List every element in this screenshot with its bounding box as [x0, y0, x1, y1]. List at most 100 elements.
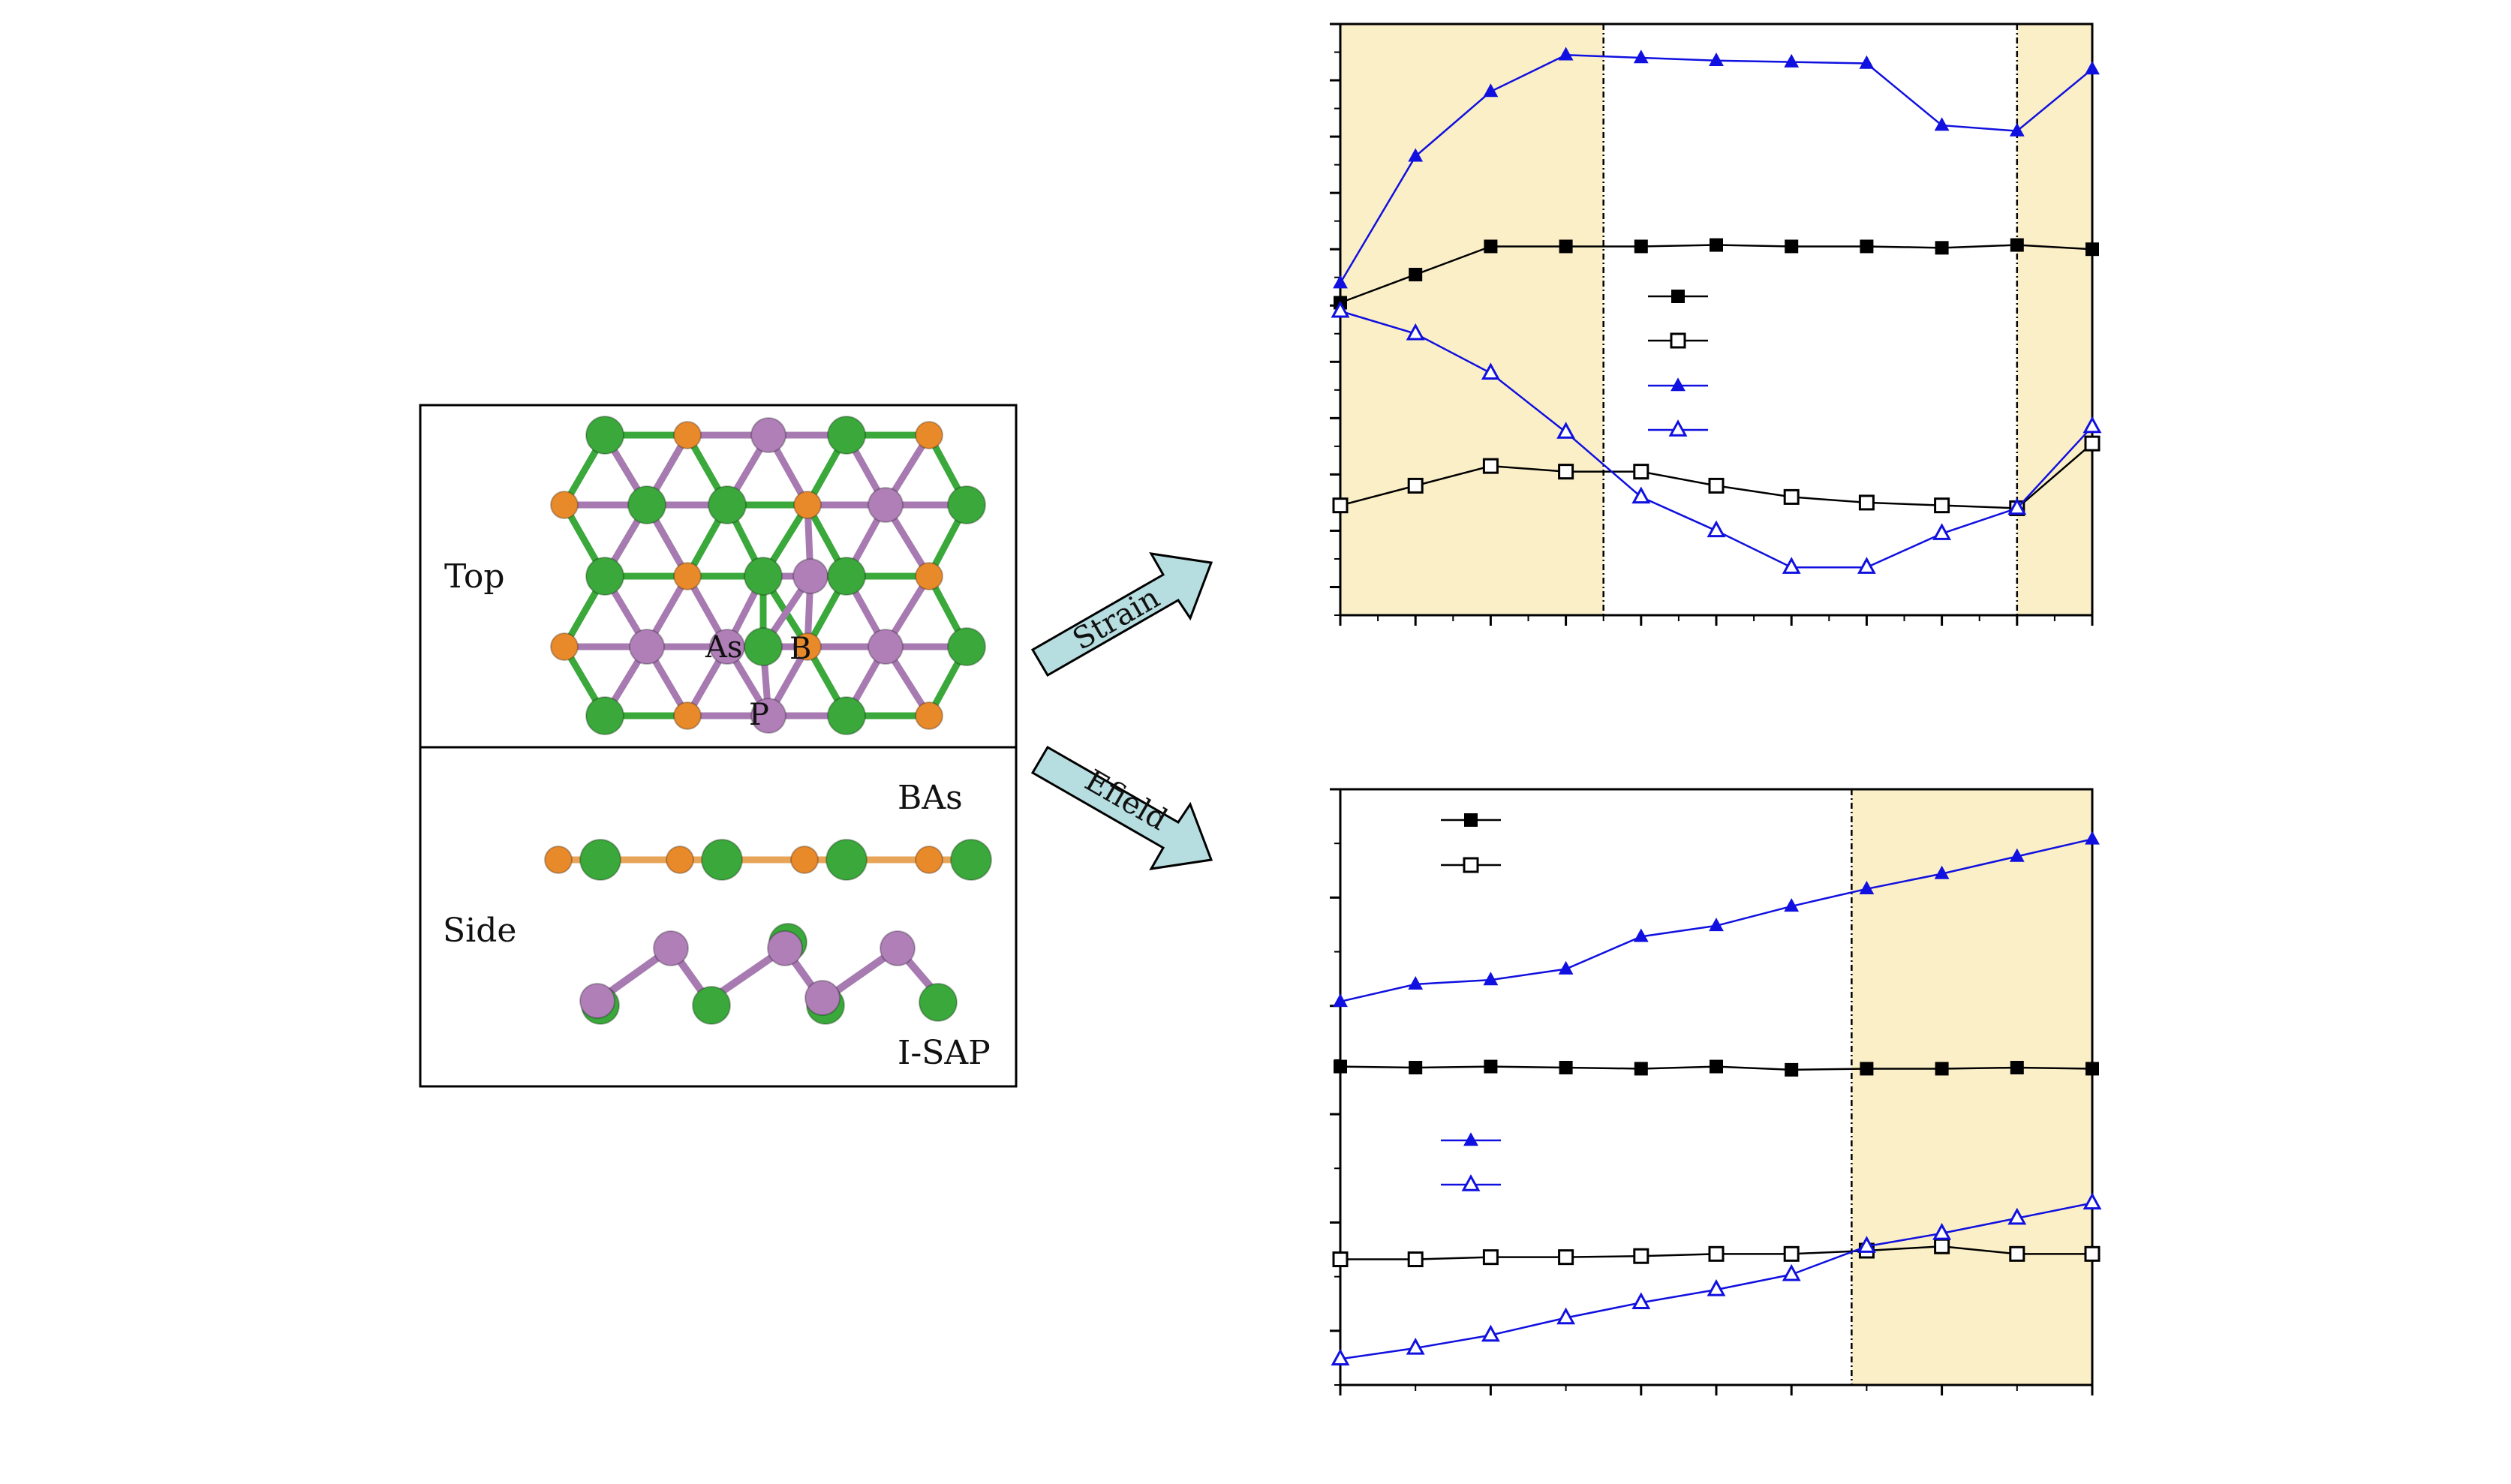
data-point	[1860, 1062, 1874, 1076]
data-point	[1857, 557, 1876, 574]
data-point	[1934, 1238, 1950, 1254]
side-view-bas-layer	[544, 839, 992, 881]
arsenic-atom	[827, 696, 866, 735]
series-vbm-i-asp	[1331, 1192, 2102, 1366]
strain-arrow-label: Strain	[1067, 581, 1165, 657]
data-point	[1934, 865, 1950, 879]
data-point	[1409, 267, 1423, 281]
phosphorus-atom	[750, 417, 786, 453]
boron-atom	[673, 421, 702, 449]
data-point	[1859, 55, 1875, 69]
data-point	[1558, 47, 1574, 61]
data-point	[2082, 1192, 2102, 1210]
data-point	[2009, 122, 2025, 137]
atom-label-p: P	[749, 698, 769, 732]
data-point	[1932, 523, 1952, 540]
boron-atom	[793, 491, 822, 519]
isap-layer-label: I-SAP	[898, 1034, 991, 1072]
series-cbm-i-asp	[1333, 831, 2100, 1008]
legend-marker	[1670, 332, 1686, 349]
boron-atom	[915, 846, 943, 874]
data-point	[1634, 1062, 1648, 1076]
data-point	[1556, 1307, 1576, 1325]
data-point	[1633, 464, 1649, 480]
boron-atom	[915, 562, 943, 590]
phosphorus-atom	[804, 980, 841, 1016]
data-point	[2085, 831, 2100, 845]
data-point	[1785, 1062, 1799, 1077]
data-point	[1559, 239, 1573, 254]
strain-chart	[1330, 23, 2102, 626]
data-point	[1407, 1251, 1424, 1268]
legend-marker	[1461, 1174, 1481, 1191]
data-point	[1707, 1279, 1726, 1296]
boron-atom	[915, 701, 943, 730]
data-point	[2007, 1207, 2027, 1225]
arsenic-atom	[692, 986, 731, 1025]
boron-atom	[544, 846, 573, 874]
phosphorus-atom	[868, 487, 904, 523]
data-point	[1707, 520, 1726, 538]
data-point	[1333, 275, 1348, 289]
region-shade	[1340, 24, 1604, 615]
side-view-label: Side	[443, 912, 516, 950]
efield-arrow: Efield	[1030, 745, 1213, 870]
data-point	[1482, 1249, 1499, 1266]
boron-atom	[550, 491, 579, 519]
data-point	[1785, 239, 1799, 254]
phosphorus-atom	[579, 983, 615, 1019]
data-point	[1784, 53, 1800, 68]
data-point	[1333, 993, 1348, 1008]
atom-label-b: B	[789, 632, 811, 666]
data-point	[1558, 1249, 1574, 1266]
series-vbm-i-asp	[1331, 300, 2102, 574]
data-point	[1558, 464, 1574, 480]
arsenic-atom	[708, 485, 747, 524]
data-point	[2085, 242, 2099, 257]
bas-layer-label: BAs	[898, 779, 963, 817]
data-point	[1935, 1062, 1949, 1076]
arsenic-atom	[585, 557, 624, 596]
data-point	[1710, 238, 1723, 252]
data-point	[1481, 362, 1500, 380]
series-cbm-i-asp	[1333, 47, 2100, 289]
data-point	[1633, 1248, 1649, 1264]
efield-chart	[1330, 788, 2102, 1395]
side-view-isap-layer	[579, 923, 958, 1025]
legend-marker	[1671, 290, 1685, 303]
arsenic-atom	[627, 485, 666, 524]
arsenic-atom	[579, 839, 621, 881]
structure-panel: Top Side As B P BAs I-SAP	[419, 404, 1018, 1088]
data-point	[1859, 881, 1875, 895]
data-point	[1708, 477, 1725, 494]
data-point	[1782, 557, 1801, 574]
region-shade	[1851, 789, 2092, 1385]
top-view-label: Top	[444, 557, 505, 596]
data-point	[1484, 1059, 1498, 1074]
atom-label-as: As	[705, 630, 742, 665]
data-point	[1633, 50, 1649, 64]
boron-atom	[673, 562, 702, 590]
series-vbm-bas	[1332, 435, 2101, 516]
arsenic-atom	[827, 416, 866, 455]
data-point	[2084, 435, 2101, 452]
arsenic-atom	[947, 485, 986, 524]
data-point	[1483, 972, 1499, 986]
data-point	[2007, 497, 2027, 515]
data-point	[1558, 960, 1574, 975]
legend-marker	[1668, 419, 1688, 437]
data-point	[1934, 117, 1950, 131]
data-point	[1708, 1245, 1725, 1262]
series-cbm-bas	[1334, 1059, 2099, 1077]
legend-marker	[1463, 1132, 1478, 1146]
data-point	[1631, 1292, 1651, 1309]
arsenic-atom	[744, 627, 783, 666]
data-point	[1709, 918, 1724, 932]
data-point	[1782, 1263, 1801, 1281]
phosphorus-atom	[750, 698, 786, 734]
arsenic-atom	[947, 627, 986, 666]
data-point	[1556, 422, 1576, 439]
region-shade	[2016, 24, 2092, 615]
boron-atom	[666, 846, 694, 874]
legend-marker	[1464, 813, 1478, 827]
